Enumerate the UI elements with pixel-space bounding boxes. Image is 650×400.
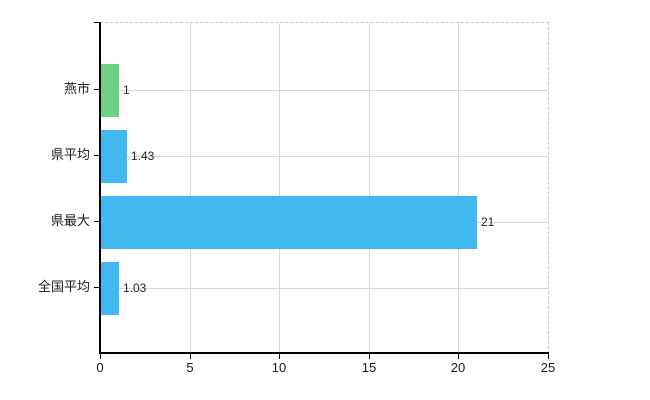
x-axis-tick: [548, 354, 549, 359]
y-axis-line: [99, 22, 101, 353]
x-tick-label-15: 15: [361, 360, 377, 375]
bar-value-label: 21: [481, 215, 495, 229]
bar-0[interactable]: [101, 64, 119, 117]
x-axis-tick: [279, 354, 280, 359]
vertical-gridline: [279, 23, 280, 354]
category-label-3: 全国平均: [37, 279, 90, 294]
horizontal-gridline: [100, 156, 548, 157]
x-tick-label-10: 10: [271, 360, 287, 375]
y-axis-tick: [94, 22, 100, 23]
x-axis-tick: [190, 354, 191, 359]
y-axis-tick: [94, 155, 100, 156]
category-label-1: 県平均: [50, 147, 90, 162]
bar-1[interactable]: [101, 130, 127, 183]
x-axis-tick: [100, 354, 101, 359]
vertical-gridline: [190, 23, 191, 354]
x-tick-label-0: 0: [96, 360, 104, 375]
bar-value-label: 1.43: [131, 149, 155, 163]
horizontal-gridline: [100, 90, 548, 91]
x-axis-line: [99, 352, 549, 354]
vertical-gridline: [369, 23, 370, 354]
category-label-2: 県最大: [50, 213, 90, 228]
bar-value-label: 1.03: [123, 281, 147, 295]
x-tick-label-20: 20: [450, 360, 466, 375]
horizontal-gridline: [100, 288, 548, 289]
plot-area: 1 1.43 21 1.03: [100, 22, 549, 354]
x-axis-tick: [369, 354, 370, 359]
category-label-0: 燕市: [63, 81, 90, 96]
x-tick-label-5: 5: [186, 360, 194, 375]
x-tick-label-25: 25: [540, 360, 556, 375]
x-axis-tick: [458, 354, 459, 359]
y-axis-tick: [94, 287, 100, 288]
bar-value-label: 1: [123, 83, 130, 97]
vertical-gridline: [458, 23, 459, 354]
y-axis-tick: [94, 89, 100, 90]
bar-3[interactable]: [101, 262, 119, 315]
bar-2[interactable]: [101, 196, 477, 249]
y-axis-tick: [94, 221, 100, 222]
